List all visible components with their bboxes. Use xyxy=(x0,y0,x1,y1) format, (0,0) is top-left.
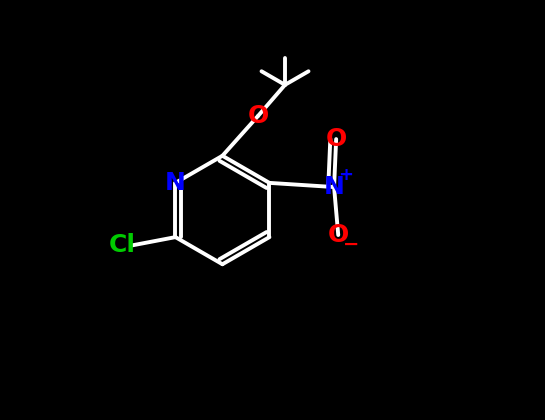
Text: O: O xyxy=(247,104,269,128)
Text: −: − xyxy=(343,235,359,254)
Text: O: O xyxy=(325,127,347,151)
Text: N: N xyxy=(165,171,186,195)
Text: N: N xyxy=(324,175,344,199)
Text: O: O xyxy=(328,223,349,247)
Text: +: + xyxy=(338,166,353,184)
Text: Cl: Cl xyxy=(109,234,136,257)
